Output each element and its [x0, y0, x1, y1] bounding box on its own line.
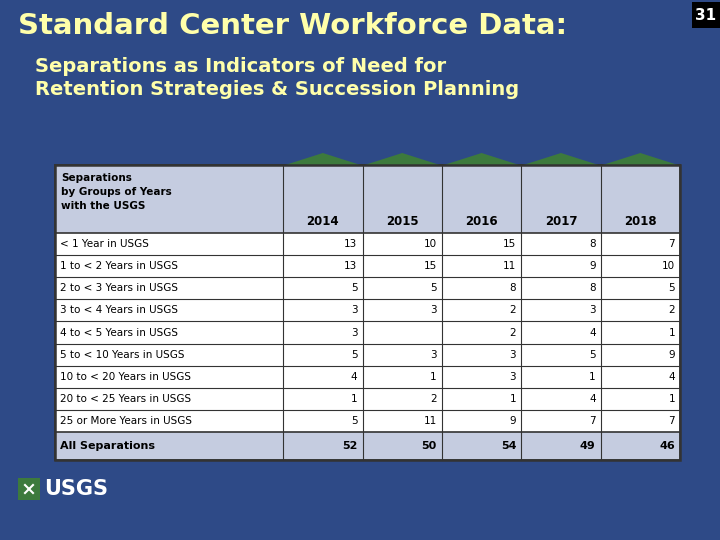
Text: 50: 50 [422, 441, 437, 451]
Text: 52: 52 [342, 441, 358, 451]
Text: 3 to < 4 Years in USGS: 3 to < 4 Years in USGS [60, 306, 178, 315]
Text: 8: 8 [589, 239, 595, 249]
Text: 10: 10 [424, 239, 437, 249]
Text: 3: 3 [510, 349, 516, 360]
Text: 15: 15 [503, 239, 516, 249]
Text: 7: 7 [589, 416, 595, 426]
Text: 9: 9 [589, 261, 595, 271]
Text: 5: 5 [431, 284, 437, 293]
Text: 11: 11 [503, 261, 516, 271]
Text: 54: 54 [500, 441, 516, 451]
Text: 3: 3 [589, 306, 595, 315]
Bar [18, 478, 40, 500]
Text: 4: 4 [668, 372, 675, 382]
Text: 13: 13 [344, 261, 358, 271]
Text: 1: 1 [431, 372, 437, 382]
Text: 5: 5 [668, 284, 675, 293]
Text: 9: 9 [668, 349, 675, 360]
Polygon shape [603, 153, 678, 165]
Text: 20 to < 25 Years in USGS: 20 to < 25 Years in USGS [60, 394, 191, 404]
Bar [55, 165, 680, 460]
Text: 2016: 2016 [465, 215, 498, 228]
Text: 2017: 2017 [545, 215, 577, 228]
Text: 8: 8 [589, 284, 595, 293]
Text: 25 or More Years in USGS: 25 or More Years in USGS [60, 416, 192, 426]
Text: 5: 5 [351, 416, 358, 426]
Text: 4 to < 5 Years in USGS: 4 to < 5 Years in USGS [60, 327, 178, 338]
Text: 31: 31 [696, 8, 716, 23]
Text: 3: 3 [351, 306, 358, 315]
Text: Standard Center Workforce Data:: Standard Center Workforce Data: [18, 12, 567, 40]
Polygon shape [364, 153, 440, 165]
Text: 15: 15 [423, 261, 437, 271]
Text: 7: 7 [668, 239, 675, 249]
Text: All Separations: All Separations [60, 441, 155, 451]
Text: 2: 2 [431, 394, 437, 404]
Text: 5: 5 [589, 349, 595, 360]
Text: < 1 Year in USGS: < 1 Year in USGS [60, 239, 149, 249]
Text: 1: 1 [668, 327, 675, 338]
Text: USGS: USGS [44, 479, 108, 499]
Text: 1: 1 [589, 372, 595, 382]
Text: 49: 49 [580, 441, 595, 451]
Text: 8: 8 [510, 284, 516, 293]
Text: 1: 1 [351, 394, 358, 404]
Text: 11: 11 [423, 416, 437, 426]
Text: 4: 4 [589, 327, 595, 338]
Text: 1: 1 [510, 394, 516, 404]
Text: 13: 13 [344, 239, 358, 249]
Polygon shape [285, 153, 361, 165]
Text: 10 to < 20 Years in USGS: 10 to < 20 Years in USGS [60, 372, 191, 382]
Text: 4: 4 [589, 394, 595, 404]
Text: 2: 2 [668, 306, 675, 315]
Text: 5 to < 10 Years in USGS: 5 to < 10 Years in USGS [60, 349, 184, 360]
Text: 2018: 2018 [624, 215, 657, 228]
Text: 2015: 2015 [386, 215, 418, 228]
Text: 3: 3 [431, 349, 437, 360]
Text: 2: 2 [510, 306, 516, 315]
Text: 3: 3 [351, 327, 358, 338]
Text: 3: 3 [510, 372, 516, 382]
Text: 5: 5 [351, 284, 358, 293]
Bar [55, 432, 680, 460]
Text: 10: 10 [662, 261, 675, 271]
Polygon shape [523, 153, 598, 165]
Text: 1 to < 2 Years in USGS: 1 to < 2 Years in USGS [60, 261, 178, 271]
Text: Separations
by Groups of Years
with the USGS: Separations by Groups of Years with the … [61, 173, 172, 211]
Bar [55, 165, 680, 460]
Text: 4: 4 [351, 372, 358, 382]
Text: 5: 5 [351, 349, 358, 360]
Bar [55, 165, 680, 233]
Text: Separations as Indicators of Need for
Retention Strategies & Succession Planning: Separations as Indicators of Need for Re… [35, 57, 519, 99]
Text: 2 to < 3 Years in USGS: 2 to < 3 Years in USGS [60, 284, 178, 293]
Polygon shape [444, 153, 519, 165]
Text: 3: 3 [431, 306, 437, 315]
Text: 7: 7 [668, 416, 675, 426]
Bar [692, 2, 720, 28]
Text: 9: 9 [510, 416, 516, 426]
Text: 46: 46 [660, 441, 675, 451]
Text: 2: 2 [510, 327, 516, 338]
Text: 1: 1 [668, 394, 675, 404]
Text: 2014: 2014 [307, 215, 339, 228]
